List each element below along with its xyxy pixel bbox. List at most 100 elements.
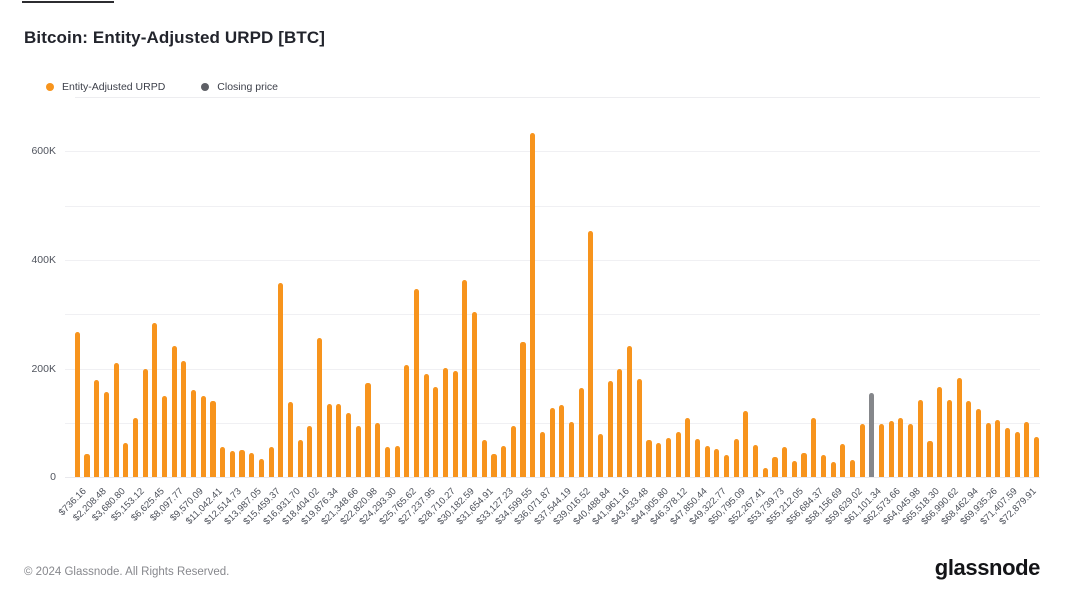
urpd-bar[interactable]: [849, 459, 856, 478]
urpd-bar[interactable]: [694, 439, 701, 478]
urpd-bar[interactable]: [975, 409, 982, 478]
urpd-bar[interactable]: [791, 461, 797, 478]
urpd-bar[interactable]: [336, 403, 342, 478]
urpd-bar[interactable]: [84, 453, 90, 478]
urpd-bar[interactable]: [181, 361, 187, 478]
urpd-bar[interactable]: [598, 434, 604, 478]
urpd-bar[interactable]: [617, 368, 623, 478]
urpd-bar[interactable]: [578, 387, 584, 478]
urpd-bar[interactable]: [384, 447, 390, 478]
urpd-bar[interactable]: [239, 450, 245, 478]
legend-item-closing-price[interactable]: Closing price: [201, 81, 278, 93]
urpd-bar[interactable]: [520, 341, 526, 478]
urpd-bar[interactable]: [898, 417, 904, 478]
urpd-bar[interactable]: [191, 389, 197, 478]
urpd-bar[interactable]: [646, 439, 652, 478]
urpd-bar[interactable]: [161, 396, 168, 478]
urpd-bar[interactable]: [568, 422, 575, 478]
urpd-bar[interactable]: [365, 383, 371, 478]
urpd-bar[interactable]: [782, 446, 788, 478]
urpd-bar[interactable]: [762, 468, 768, 478]
urpd-bar[interactable]: [462, 279, 468, 478]
urpd-bar[interactable]: [840, 444, 846, 478]
urpd-bar[interactable]: [346, 413, 352, 478]
urpd-bar[interactable]: [665, 438, 671, 478]
urpd-bar[interactable]: [74, 331, 80, 478]
urpd-bar[interactable]: [510, 426, 516, 478]
urpd-bar[interactable]: [1014, 432, 1020, 478]
urpd-bar[interactable]: [229, 450, 235, 478]
urpd-bar[interactable]: [287, 402, 294, 478]
urpd-bar[interactable]: [627, 346, 633, 478]
urpd-bar[interactable]: [675, 431, 681, 478]
urpd-bar[interactable]: [656, 442, 662, 478]
urpd-bar[interactable]: [607, 381, 613, 478]
urpd-bar[interactable]: [220, 447, 226, 478]
urpd-bar[interactable]: [539, 432, 545, 478]
urpd-bar[interactable]: [210, 401, 216, 478]
urpd-bar[interactable]: [966, 401, 972, 478]
urpd-bar[interactable]: [636, 379, 642, 478]
urpd-bar[interactable]: [917, 399, 923, 478]
urpd-bar[interactable]: [442, 367, 449, 478]
urpd-bar[interactable]: [1004, 427, 1011, 478]
urpd-bar[interactable]: [268, 447, 274, 478]
urpd-bar[interactable]: [316, 337, 323, 478]
urpd-bar[interactable]: [404, 365, 410, 478]
urpd-bar[interactable]: [433, 386, 439, 478]
urpd-bar[interactable]: [704, 446, 710, 478]
urpd-bar[interactable]: [375, 423, 381, 478]
urpd-bar[interactable]: [326, 403, 332, 478]
urpd-bar[interactable]: [530, 132, 536, 478]
urpd-bar[interactable]: [249, 452, 255, 478]
urpd-bar[interactable]: [946, 399, 952, 478]
urpd-bar[interactable]: [297, 439, 303, 478]
urpd-bar[interactable]: [559, 404, 565, 478]
urpd-bar[interactable]: [888, 421, 894, 478]
urpd-bar[interactable]: [258, 459, 264, 478]
urpd-bar[interactable]: [501, 445, 507, 478]
urpd-bar[interactable]: [927, 441, 933, 478]
urpd-bar[interactable]: [413, 289, 419, 478]
urpd-bar[interactable]: [491, 453, 497, 478]
glassnode-logo[interactable]: glassnode: [934, 555, 1041, 580]
urpd-bar[interactable]: [811, 418, 817, 478]
urpd-bar[interactable]: [937, 386, 943, 478]
urpd-bar[interactable]: [452, 371, 458, 478]
urpd-bar[interactable]: [985, 423, 991, 478]
urpd-bar[interactable]: [113, 363, 119, 478]
urpd-bar[interactable]: [1024, 421, 1030, 478]
urpd-bar[interactable]: [152, 323, 158, 478]
closing-price-bar[interactable]: [869, 392, 875, 478]
legend-item-urpd[interactable]: Entity-Adjusted URPD: [46, 81, 165, 93]
urpd-bar[interactable]: [801, 453, 807, 478]
urpd-bar[interactable]: [908, 424, 914, 478]
urpd-bar[interactable]: [714, 448, 720, 478]
urpd-bar[interactable]: [481, 440, 487, 478]
urpd-bar[interactable]: [423, 374, 429, 478]
urpd-bar[interactable]: [307, 426, 313, 478]
urpd-bar[interactable]: [1034, 437, 1040, 478]
urpd-bar[interactable]: [830, 461, 836, 478]
urpd-bar[interactable]: [820, 455, 826, 478]
urpd-bar[interactable]: [103, 392, 109, 478]
urpd-bar[interactable]: [772, 456, 778, 478]
urpd-bar[interactable]: [995, 420, 1001, 478]
urpd-bar[interactable]: [956, 377, 962, 478]
urpd-bar[interactable]: [355, 426, 361, 478]
urpd-bar[interactable]: [394, 445, 400, 478]
urpd-bar[interactable]: [142, 368, 148, 478]
urpd-bar[interactable]: [200, 395, 206, 478]
urpd-bar[interactable]: [753, 445, 759, 478]
urpd-bar[interactable]: [879, 424, 885, 478]
urpd-bar[interactable]: [685, 418, 691, 478]
urpd-bar[interactable]: [723, 455, 730, 478]
urpd-bar[interactable]: [549, 407, 555, 478]
urpd-bar[interactable]: [743, 410, 749, 478]
urpd-bar[interactable]: [132, 417, 138, 478]
urpd-bar[interactable]: [278, 283, 284, 478]
urpd-bar[interactable]: [472, 312, 478, 478]
urpd-bar[interactable]: [859, 423, 865, 478]
urpd-bar[interactable]: [171, 346, 177, 478]
urpd-bar[interactable]: [588, 230, 594, 478]
